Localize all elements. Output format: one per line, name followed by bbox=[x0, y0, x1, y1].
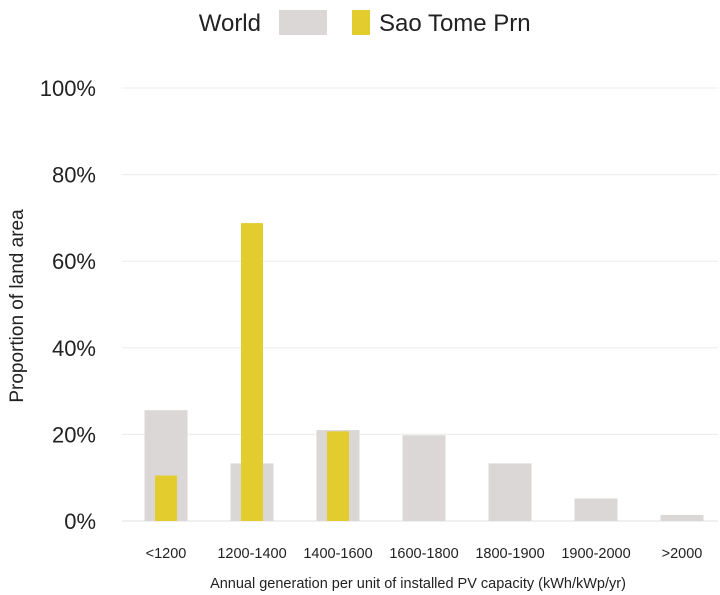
legend-sao-tome-label: Sao Tome Prn bbox=[379, 10, 531, 37]
x-tick-labels: <1200 1200-1400 1400-1600 1600-1800 1800-190… bbox=[146, 546, 703, 562]
x-tick-label: 1900-2000 bbox=[561, 546, 630, 562]
world-bar bbox=[574, 498, 618, 521]
x-tick-label: 1600-1800 bbox=[389, 546, 458, 562]
x-tick-label: 1400-1600 bbox=[303, 546, 372, 562]
gridlines bbox=[122, 87, 718, 522]
legend-sao-tome-swatch bbox=[352, 10, 370, 35]
world-bar bbox=[488, 463, 532, 521]
legend-world-swatch bbox=[279, 10, 327, 35]
sao-tome-bars bbox=[155, 223, 349, 521]
x-tick-label: 1200-1400 bbox=[217, 546, 286, 562]
y-axis-label: Proportion of land area bbox=[7, 209, 28, 403]
y-tick-label: 20% bbox=[52, 422, 96, 447]
x-tick-label: >2000 bbox=[662, 546, 703, 562]
legend-world-label: World bbox=[199, 10, 261, 37]
world-bar bbox=[660, 514, 704, 521]
x-tick-label: <1200 bbox=[146, 546, 187, 562]
sao-tome-bar bbox=[155, 475, 177, 521]
y-tick-label: 100% bbox=[40, 76, 96, 101]
world-bars bbox=[144, 410, 704, 521]
y-tick-label: 0% bbox=[64, 509, 96, 534]
world-bar bbox=[402, 435, 446, 521]
sao-tome-bar bbox=[327, 431, 349, 521]
sao-tome-bar bbox=[241, 223, 263, 521]
y-tick-labels: 0% 20% 40% 60% 80% 100% bbox=[40, 76, 96, 534]
y-tick-label: 60% bbox=[52, 249, 96, 274]
x-axis-label: Annual generation per unit of installed … bbox=[210, 576, 626, 592]
legend: World Sao Tome Prn bbox=[199, 10, 531, 37]
x-tick-label: 1800-1900 bbox=[475, 546, 544, 562]
y-tick-label: 40% bbox=[52, 336, 96, 361]
y-tick-label: 80% bbox=[52, 163, 96, 188]
